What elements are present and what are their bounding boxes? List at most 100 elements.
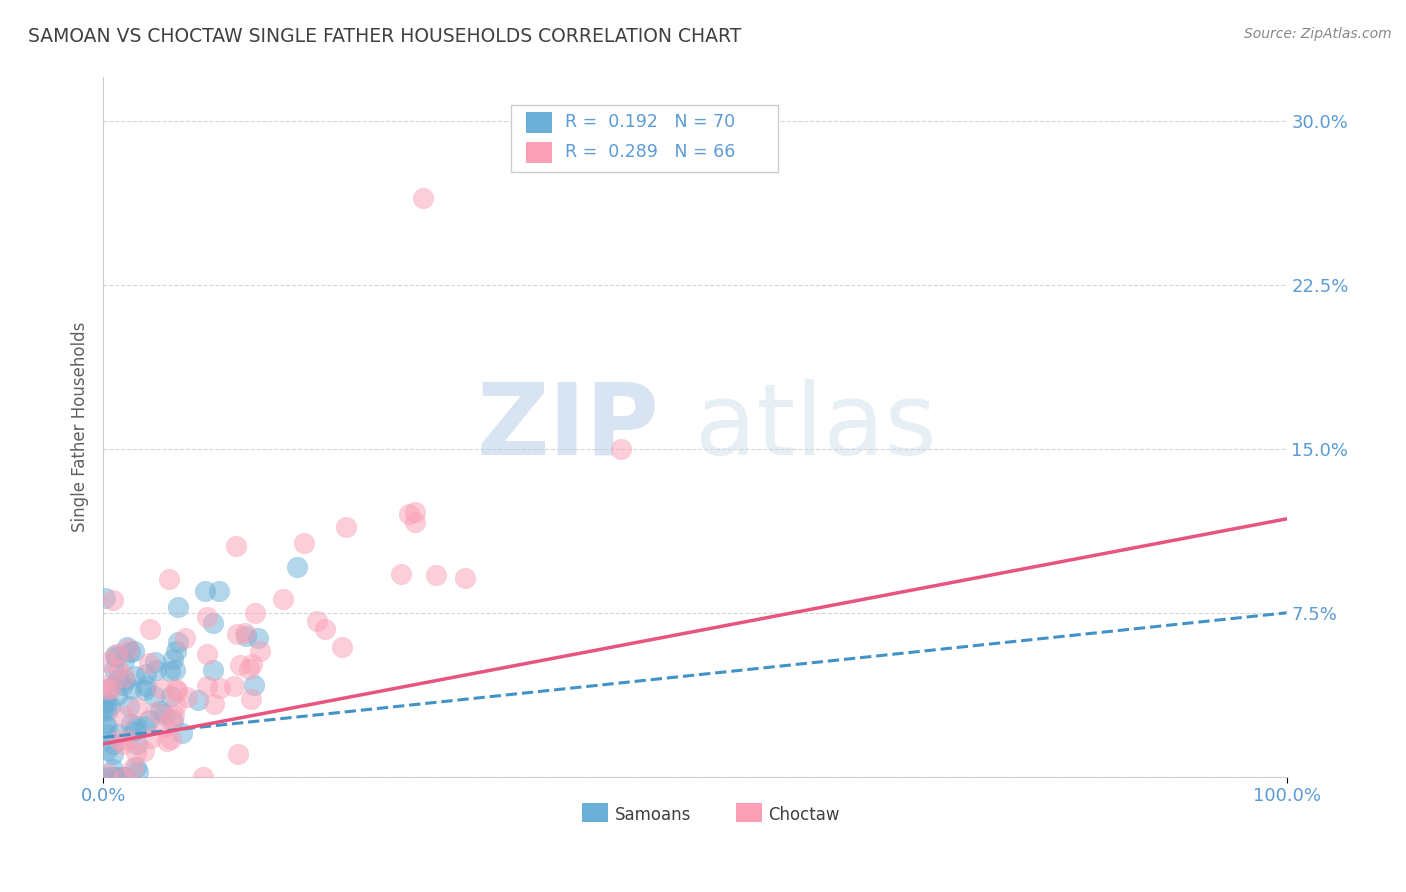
Point [165, 698, 187, 712]
Bar [582, 803, 609, 822]
Point [97, 655, 120, 669]
Point [107, 726, 129, 740]
Point [152, 720, 174, 734]
Point [150, 681, 173, 696]
Point [118, 645, 141, 659]
Point [404, 515, 426, 529]
Point [101, 747, 124, 761]
Point [172, 726, 194, 740]
Point [94, 718, 117, 732]
Point [93, 703, 115, 717]
Point [101, 762, 124, 776]
Point [225, 539, 247, 553]
Point [404, 505, 426, 519]
Point [138, 656, 160, 670]
Point [134, 719, 156, 733]
Text: R =  0.289   N = 66: R = 0.289 N = 66 [565, 143, 735, 161]
Point [112, 670, 135, 684]
Point [96, 704, 118, 718]
Point [162, 713, 184, 727]
Point [111, 770, 134, 784]
Point [243, 678, 266, 692]
Point [120, 681, 142, 696]
Point [307, 614, 329, 628]
Y-axis label: Single Father Households: Single Father Households [72, 322, 89, 533]
Point [229, 658, 252, 673]
Point [117, 641, 139, 656]
Text: R =  0.192   N = 70: R = 0.192 N = 70 [565, 113, 735, 131]
Point [139, 731, 162, 746]
Point [114, 770, 136, 784]
Point [139, 622, 162, 636]
Point [100, 680, 122, 694]
Point [138, 713, 160, 727]
Point [125, 737, 148, 751]
Point [134, 683, 156, 698]
Point [162, 652, 184, 666]
Point [96, 696, 118, 710]
Point [124, 669, 146, 683]
Point [145, 705, 167, 719]
Point [226, 747, 249, 762]
Point [107, 647, 129, 661]
Point [157, 572, 180, 586]
Point [114, 673, 136, 687]
Point [122, 644, 145, 658]
Point [315, 622, 337, 636]
Point [149, 704, 172, 718]
Text: Choctaw: Choctaw [768, 806, 839, 824]
Point [235, 629, 257, 643]
Point [233, 625, 256, 640]
Point [176, 690, 198, 705]
Point [125, 760, 148, 774]
Bar [737, 803, 762, 822]
Point [165, 663, 187, 677]
Point [112, 654, 135, 668]
Point [127, 701, 149, 715]
Point [249, 644, 271, 658]
Point [112, 770, 135, 784]
Point [111, 737, 134, 751]
Bar [526, 112, 551, 134]
Point [247, 631, 270, 645]
Point [194, 584, 217, 599]
Point [201, 663, 224, 677]
Point [222, 679, 245, 693]
Point [125, 719, 148, 733]
Point [100, 681, 122, 695]
Point [167, 600, 190, 615]
Point [202, 697, 225, 711]
Text: Source: ZipAtlas.com: Source: ZipAtlas.com [1244, 27, 1392, 41]
Point [94, 591, 117, 605]
Point [101, 737, 124, 751]
Point [226, 627, 249, 641]
Point [107, 662, 129, 676]
Point [195, 647, 218, 661]
Point [142, 689, 165, 703]
Point [330, 640, 353, 654]
Point [143, 655, 166, 669]
Point [209, 681, 232, 695]
Point [425, 567, 447, 582]
Point [160, 714, 183, 728]
Point [135, 679, 157, 693]
Point [273, 591, 295, 606]
Point [93, 694, 115, 708]
Text: SAMOAN VS CHOCTAW SINGLE FATHER HOUSEHOLDS CORRELATION CHART: SAMOAN VS CHOCTAW SINGLE FATHER HOUSEHOL… [28, 27, 741, 45]
Text: ZIP: ZIP [477, 378, 659, 475]
Point [454, 571, 477, 585]
Text: atlas: atlas [695, 378, 936, 475]
Point [104, 648, 127, 662]
Point [166, 684, 188, 698]
Point [398, 507, 420, 521]
Point [166, 635, 188, 649]
Point [107, 672, 129, 686]
Point [115, 640, 138, 655]
Point [174, 632, 197, 646]
Point [187, 693, 209, 707]
Point [389, 566, 412, 581]
Point [239, 692, 262, 706]
Point [103, 662, 125, 676]
Point [165, 644, 187, 658]
Point [111, 709, 134, 723]
